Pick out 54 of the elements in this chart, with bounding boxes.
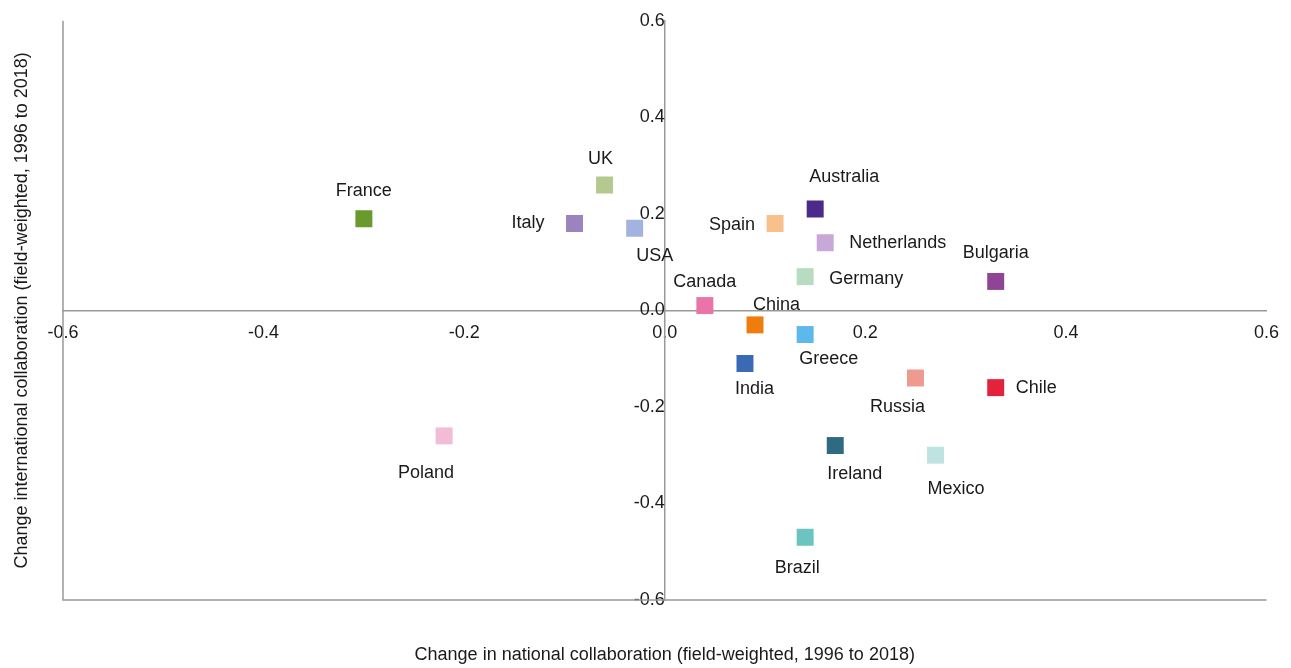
series-label: Bulgaria [962, 242, 1030, 263]
y-tick-label: -0.4 [633, 492, 665, 513]
x-tick-label: 0.4 [1053, 322, 1079, 343]
series-label: Australia [809, 166, 881, 187]
series-label: Chile [1015, 376, 1057, 397]
y-tick-label: -0.2 [633, 395, 665, 416]
series-label: Netherlands [849, 231, 947, 252]
point [927, 446, 945, 464]
point [987, 379, 1005, 397]
y-tick-label: 0.0 [639, 299, 665, 320]
y-tick-label: -0.6 [633, 588, 665, 609]
point [796, 326, 814, 344]
series-label: Germany [829, 267, 904, 288]
point [355, 210, 373, 228]
point [816, 234, 834, 252]
series-label: Poland [398, 461, 455, 482]
series-label: Brazil [774, 557, 820, 578]
point [906, 369, 924, 387]
x-tick-label: -0.4 [248, 322, 280, 343]
series-label: Canada [673, 270, 738, 291]
point [696, 297, 714, 315]
y-axis-title: Change international collaboration (field-weighted, 1996 to 2018) [10, 52, 31, 569]
series-label: India [734, 378, 775, 399]
point [566, 215, 583, 233]
series-label: Italy [511, 212, 545, 233]
series-label: UK [588, 147, 614, 168]
y-tick-label: 0.2 [639, 202, 665, 223]
x-axis-title: Change in national collaboration (field-weighted, 1996 to 2018) [414, 643, 915, 664]
point [596, 176, 614, 194]
y-tick-label: 0.6 [639, 9, 665, 30]
point [806, 200, 824, 218]
x-tick-label: 0.0 [652, 322, 678, 343]
series-label: China [753, 293, 802, 314]
series-label: Russia [869, 395, 926, 416]
point [746, 316, 764, 334]
point [796, 268, 814, 286]
point [736, 355, 754, 372]
x-tick-label: 0.2 [852, 322, 878, 343]
point [796, 528, 814, 546]
series-label: Mexico [927, 478, 985, 499]
series-label: Greece [799, 347, 859, 368]
series-label: USA [636, 245, 674, 266]
series-label: Spain [709, 214, 756, 235]
series-label: France [335, 179, 392, 200]
point [826, 437, 844, 455]
point [435, 427, 453, 445]
x-tick-label: -0.6 [47, 322, 79, 343]
point [626, 219, 644, 237]
x-tick-label: 0.6 [1253, 322, 1279, 343]
point [766, 215, 784, 233]
x-tick-label: -0.2 [448, 322, 480, 343]
y-tick-label: 0.4 [639, 106, 665, 127]
series-label: Ireland [827, 462, 883, 483]
point [987, 272, 1005, 290]
